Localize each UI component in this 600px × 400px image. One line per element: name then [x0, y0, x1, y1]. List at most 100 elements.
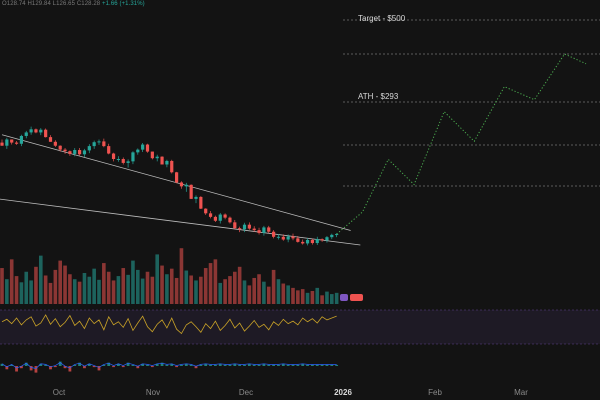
volume-bar	[53, 269, 58, 304]
volume-bar	[296, 290, 300, 304]
macd-bar	[243, 364, 246, 366]
macd-bar	[262, 363, 266, 366]
candle-body	[97, 141, 101, 143]
candle-body	[310, 239, 314, 244]
volume-bar	[276, 279, 281, 304]
macd-bar	[0, 363, 4, 366]
volume-bar	[97, 279, 101, 304]
macd-bar	[218, 363, 222, 366]
volume-bar	[5, 279, 9, 304]
volume-bar	[315, 287, 320, 304]
volume-bar	[14, 276, 19, 304]
candle-body	[29, 129, 33, 133]
candle-body	[194, 196, 198, 199]
macd-bar	[189, 364, 193, 366]
volume-bar	[19, 282, 24, 304]
macd-bar	[252, 364, 256, 366]
volume-bar	[237, 266, 242, 304]
candle-body	[286, 236, 290, 240]
rsi-line	[1, 314, 337, 335]
candle-body	[116, 159, 120, 161]
volume-bar	[145, 271, 150, 304]
macd-bar	[107, 362, 111, 366]
candle-body	[242, 224, 247, 230]
macd-bar	[330, 364, 334, 366]
candle-body	[272, 231, 276, 237]
indicator-badge-1[interactable]	[340, 294, 348, 301]
volume-bar	[58, 260, 62, 304]
candle-body	[150, 151, 154, 159]
volume-bar	[300, 289, 305, 304]
macd-bar	[296, 364, 300, 366]
candlesticks	[0, 126, 339, 246]
macd-bar	[150, 366, 154, 368]
volume-bar	[330, 294, 334, 304]
macd-bar	[146, 364, 149, 366]
volume-bar	[218, 282, 223, 304]
macd-bar	[92, 366, 96, 368]
candle-body	[335, 234, 339, 236]
volume-bar	[39, 255, 43, 304]
macd-bar	[160, 362, 164, 366]
candle-body	[281, 236, 285, 240]
volume-bar	[334, 292, 339, 304]
volume-bar	[203, 268, 208, 304]
x-label-2026: 2026	[334, 388, 352, 397]
candle-body	[189, 184, 193, 199]
volume-bar	[252, 277, 256, 304]
volume-bar	[169, 268, 174, 304]
volume-bar	[102, 263, 106, 304]
ohlc-change: +1.66 (+1.31%)	[102, 1, 145, 7]
candle-body	[5, 139, 9, 146]
macd-bar	[10, 364, 14, 366]
macd-bar	[73, 364, 77, 366]
candle-body	[262, 227, 266, 233]
candle-body	[10, 139, 14, 143]
volume-bar	[208, 263, 213, 304]
rsi-panel	[0, 309, 600, 345]
volume-bar	[72, 279, 77, 304]
volume-bar	[0, 268, 4, 304]
macd-bar	[87, 363, 91, 366]
candle-body	[218, 214, 222, 221]
candle-body	[48, 137, 53, 142]
candle-body	[165, 160, 169, 165]
macd-bar	[301, 363, 305, 366]
rsi-band	[0, 310, 600, 344]
macd-bar	[199, 364, 203, 366]
macd-bar	[136, 366, 140, 369]
candle-body	[233, 222, 237, 229]
volume-bar	[106, 271, 111, 304]
candle-body	[170, 160, 174, 173]
volume-bar	[266, 286, 271, 304]
ohlc-close: C128.28	[76, 1, 101, 7]
macd-bar	[165, 364, 169, 366]
macd-bar	[325, 364, 329, 366]
macd-bar	[58, 361, 62, 366]
candle-body	[145, 144, 150, 152]
target-level-label: Target - $500	[358, 14, 406, 23]
macd-bar	[291, 364, 295, 366]
macd-bar	[214, 364, 217, 366]
candle-body	[155, 156, 159, 159]
volume-bar	[247, 285, 252, 304]
ath-level-label: ATH - $293	[358, 92, 399, 101]
candle-body	[199, 196, 203, 209]
macd-bar	[49, 366, 52, 370]
indicator-badge-2[interactable]	[350, 294, 363, 301]
volume-bar	[77, 281, 82, 304]
candle-body	[92, 142, 96, 147]
macd-bar	[238, 364, 242, 366]
candle-body	[267, 227, 271, 232]
macd-bar	[272, 364, 275, 366]
candle-body	[257, 230, 261, 233]
volume-bar	[320, 295, 324, 304]
macd-bar	[228, 364, 232, 366]
macd-bar	[335, 364, 339, 366]
volume-bar	[325, 291, 329, 304]
horizontal-levels	[343, 19, 600, 187]
volume-bar	[140, 278, 145, 304]
x-label-nov: Nov	[145, 388, 161, 397]
macd-bar	[315, 364, 319, 366]
